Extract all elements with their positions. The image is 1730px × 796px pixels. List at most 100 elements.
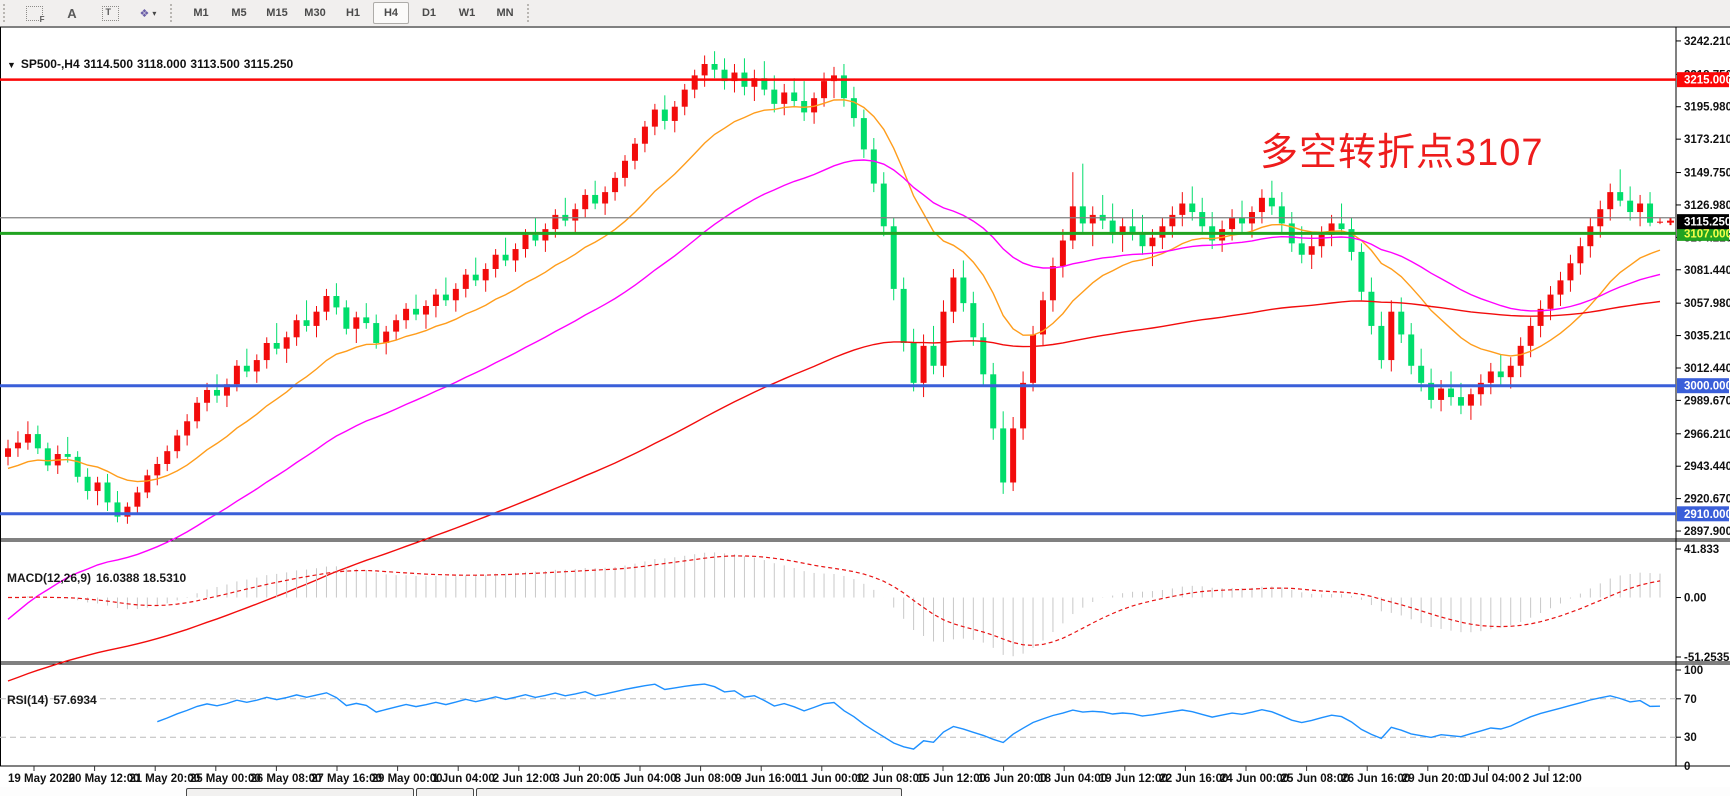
candle-body (482, 268, 489, 281)
candle-body (1448, 388, 1455, 398)
rsi-value: 57.6934 (53, 693, 97, 707)
candle-body (323, 296, 330, 312)
ma-fast-line (7, 99, 1661, 483)
price-badge-label: 2910.000 (1684, 509, 1730, 521)
candle-body (1418, 365, 1425, 383)
arrows-tool-button[interactable]: ❖ ▾ (130, 2, 166, 24)
text-box-icon: T (101, 5, 119, 21)
timeframe-button-d1[interactable]: D1 (421, 7, 437, 19)
candle-body (293, 320, 300, 338)
candle-body (363, 317, 370, 324)
timeframe-button-h1[interactable]: H1 (345, 7, 361, 19)
candle-body (522, 234, 529, 250)
x-axis-date-label: 16 Jun 20:00 (978, 773, 1047, 785)
candle-body (1368, 291, 1375, 326)
candle-body (1258, 197, 1265, 213)
candle-body (343, 307, 350, 329)
text-label-tool-button[interactable]: A (54, 2, 90, 24)
timeframe-button-m5[interactable]: M5 (231, 7, 247, 19)
x-axis-date-label: 11 Jun 00:00 (796, 773, 864, 785)
chart-tab-3[interactable] (476, 788, 902, 796)
candle-body (950, 277, 957, 312)
chart-annotation-text: 多空转折点3107 (1260, 132, 1544, 174)
candle-body (353, 317, 360, 329)
candle-body (870, 149, 877, 184)
candle-body (233, 365, 240, 385)
fibonacci-tool-button[interactable]: F (16, 2, 52, 24)
toolbar-grip[interactable] (527, 4, 536, 22)
candle-body (711, 64, 718, 70)
candle-body (1139, 231, 1146, 247)
candle-body (641, 126, 648, 144)
chart-canvas[interactable]: 3242.2103218.7503195.9803173.2103149.750… (0, 26, 1730, 796)
arrows-icon: ❖ (139, 7, 150, 20)
price-badge-label: 3215.000 (1684, 75, 1730, 87)
candle-body (890, 226, 897, 289)
candle-body (651, 109, 658, 127)
candle-body (811, 98, 818, 113)
x-axis-date-label: 1 Jun 04:00 (432, 773, 495, 785)
candle-body (124, 506, 131, 517)
x-axis-date-label: 25 May 00:00 (190, 773, 261, 785)
candle-body (1507, 365, 1514, 378)
x-axis-date-label: 21 May 20:00 (129, 773, 200, 785)
toolbar-grip[interactable] (3, 4, 12, 22)
price-badge (1677, 378, 1729, 394)
x-axis-date-label: 24 Jun 00:00 (1220, 773, 1289, 785)
timeframe-button-h4[interactable]: H4 (373, 2, 409, 24)
y-axis-tick-label: 2989.670 (1684, 395, 1730, 407)
candle-body (1338, 223, 1345, 230)
candle-body (1298, 243, 1305, 255)
toolbar: F A T ❖ ▾ M1 M5 M15 M30 H1 H4 D1 W1 MN (0, 0, 1730, 27)
candle-body (1398, 311, 1405, 335)
candle-body (1069, 206, 1076, 241)
price-badge (1677, 72, 1729, 88)
candle-body (1477, 382, 1484, 395)
y-axis-tick-label: 3149.750 (1684, 168, 1730, 180)
chart-area: 3242.2103218.7503195.9803173.2103149.750… (0, 26, 1730, 796)
rsi-axis-label: 0 (1684, 761, 1690, 773)
macd-axis-label: -51.2535 (1684, 652, 1730, 664)
price-badge-label: 3115.250 (1684, 217, 1730, 229)
candle-body (821, 81, 828, 99)
candle-body (422, 305, 429, 315)
chart-title[interactable]: ▼ SP500-,H4 3114.500 3118.000 3113.500 3115.2… (7, 57, 297, 71)
candle-body (194, 402, 201, 422)
candle-body (880, 183, 887, 227)
candle-body (1348, 229, 1355, 252)
x-axis-date-label: 26 May 08:00 (250, 773, 321, 785)
candle-body (273, 342, 280, 349)
candle-body (313, 311, 320, 326)
x-axis-date-label: 15 Jun 12:00 (917, 773, 986, 785)
candle-body (1577, 246, 1584, 264)
timeframe-button-w1[interactable]: W1 (458, 7, 476, 19)
candle-body (512, 249, 519, 261)
price-low: 3113.500 (190, 57, 240, 71)
candle-body (1149, 237, 1156, 247)
y-axis-tick-label: 2966.210 (1684, 429, 1730, 441)
chart-tab-2[interactable] (416, 788, 474, 796)
price-open: 3114.500 (83, 57, 134, 71)
chart-tab-1[interactable] (186, 788, 414, 796)
price-badge-label: 3000.000 (1684, 381, 1730, 393)
timeframe-button-m1[interactable]: M1 (193, 7, 209, 19)
candle-body (1607, 192, 1614, 210)
candle-body (1438, 388, 1445, 400)
timeframe-button-mn[interactable]: MN (496, 7, 514, 19)
candle-body (1010, 428, 1017, 483)
candle-body (263, 342, 270, 361)
chart-title-dropdown-icon[interactable]: ▼ (7, 60, 16, 70)
candle-body (1229, 217, 1236, 230)
candle-body (164, 451, 171, 464)
macd-label: MACD(12,26,9) 16.0388 18.5310 (7, 571, 187, 585)
x-axis-date-label: 20 May 12:00 (69, 773, 140, 785)
timeframe-button-m30[interactable]: M30 (304, 7, 326, 19)
timeframe-button-m15[interactable]: M15 (266, 7, 288, 19)
candle-body (920, 345, 927, 383)
toolbar-grip[interactable] (170, 4, 179, 22)
y-axis-tick-label: 3057.980 (1684, 298, 1730, 310)
candle-body (1497, 371, 1504, 378)
text-box-tool-button[interactable]: T (92, 2, 128, 24)
candle-body (34, 434, 41, 449)
candle-body (631, 143, 638, 161)
